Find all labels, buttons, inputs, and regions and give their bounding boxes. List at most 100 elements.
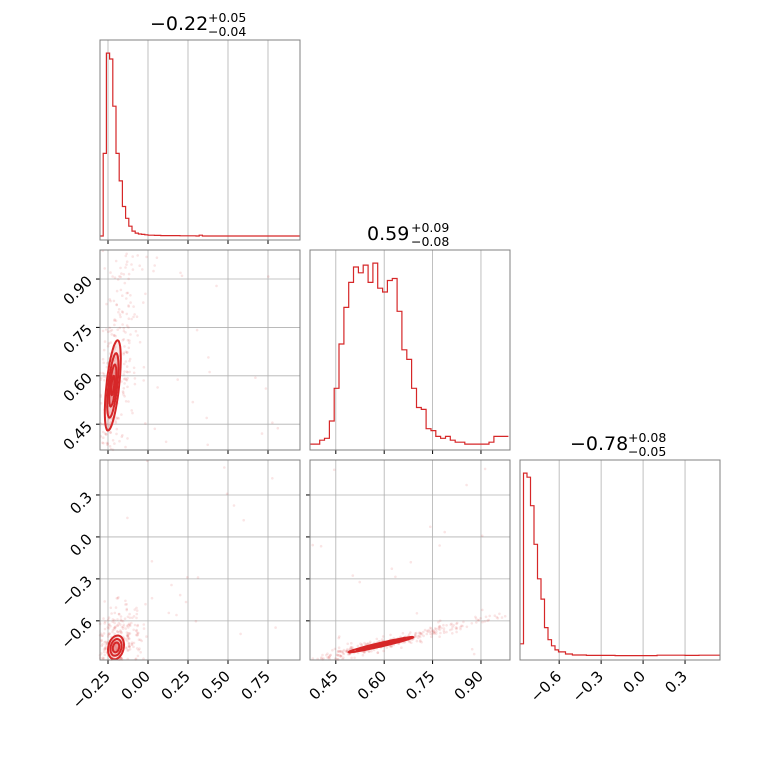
joint-2-3-point [311,543,315,547]
joint-2-3-point [346,642,350,646]
joint-2-3-point [334,657,337,660]
joint-1-3-point [126,516,129,520]
joint-2-3-contour-3 [372,642,389,648]
joint-1-2-point [101,329,105,333]
joint-1-2-point [125,291,129,295]
joint-1-2-point [133,382,137,386]
joint-1-3-point [130,621,133,625]
joint-1-3-point [113,632,116,636]
joint-1-3-point [125,607,129,611]
joint-1-2-point [126,371,129,374]
joint-1-2-point [104,328,108,331]
joint-2-3-point [420,640,423,644]
joint-1-2-point [105,365,109,369]
joint-1-2-point [156,386,159,389]
joint-2-3-point [498,612,501,616]
joint-1-2-point [115,303,118,306]
joint-2-3-point [400,646,403,649]
joint-2-3-point [483,467,487,471]
joint-1-2-point [102,361,105,365]
joint-1-3-point [271,477,274,480]
joint-1-3-point [126,649,129,652]
joint-1-2-point [132,315,135,319]
joint-1-3-point [119,618,123,621]
joint-1-2-point [153,427,157,431]
ytick-param-3-label-3: 0.3 [66,488,96,518]
joint-1-3-point [104,646,107,650]
joint-2-3-point [337,646,341,649]
joint-1-3-point [134,657,138,660]
joint-1-2-point [107,342,111,345]
joint-1-3-point [139,651,142,654]
joint-2-3-point [425,629,429,633]
joint-1-2-point [207,356,210,359]
joint-1-2-point [103,432,107,435]
joint-1-3-point [111,618,115,621]
joint-1-3-point [127,632,131,635]
joint-1-2-point [276,426,280,430]
joint-2-3-point [339,654,343,658]
joint-1-2-point [109,299,112,303]
joint-2-3-point [479,617,482,620]
joint-2-3-point [356,644,360,648]
joint-2-3-point [389,633,392,637]
joint-1-3-point [225,492,229,496]
ytick-param-3-label-1: −0.3 [58,572,96,610]
joint-2-3-point [432,629,436,632]
joint-2-3-point [451,632,454,635]
joint-2-3-point [351,646,355,649]
joint-1-2-point [101,430,105,434]
joint-2-3-point [327,656,330,660]
joint-2-3-point [361,653,365,657]
joint-2-3-point [344,649,348,653]
joint-1-3-point [106,626,110,629]
joint-1-2-point [114,334,117,338]
joint-1-3-point [127,642,131,646]
joint-2-3-point [483,620,487,623]
joint-1-2-point [132,371,136,375]
joint-2-3-point [455,621,459,625]
joint-1-2-point [119,266,122,270]
joint-2-3-point [500,616,504,619]
joint-1-3-point [111,628,115,632]
joint-1-3-point [125,624,129,628]
joint-1-3-point [126,632,130,635]
joint-1-3-point [107,616,111,619]
joint-1-2-point [115,427,119,431]
joint-2-3-point [375,637,379,641]
joint-1-3-point [125,631,129,634]
joint-1-2-point [126,350,129,354]
joint-1-3-point [103,648,107,651]
joint-2-3-point [428,630,432,633]
joint-1-2-point [164,440,168,444]
joint-1-3-point [139,638,142,642]
joint-1-2-point [114,259,118,263]
joint-1-3-point [124,599,127,603]
joint-1-3-point [104,640,108,644]
joint-2-3-point [368,642,372,645]
joint-1-2-point [112,333,116,337]
joint-2-3-point [364,642,368,646]
joint-2-3-point [452,623,455,627]
joint-1-2-point [115,432,118,436]
joint-1-3-point [133,608,137,611]
joint-2-3-point [360,643,364,646]
joint-2-3-point [360,644,363,647]
joint-2-3-point [336,650,340,654]
joint-1-3-point [126,637,130,640]
joint-2-3-point [438,544,441,547]
joint-1-2-point [138,340,142,344]
joint-1-2-frame [99,249,301,451]
joint-1-2-point [100,422,103,426]
joint-2-3-point [322,657,325,660]
joint-1-3-point [120,657,124,660]
joint-2-3-point [440,626,443,630]
joint-2-3-point [332,468,336,472]
joint-2-3-point [426,630,430,633]
joint-1-3-point [132,645,135,649]
joint-1-3-point [120,619,123,623]
joint-1-2-point [122,387,126,390]
joint-1-2-point [127,317,131,321]
joint-2-3-point [311,657,315,660]
joint-1-3-point [116,624,119,628]
